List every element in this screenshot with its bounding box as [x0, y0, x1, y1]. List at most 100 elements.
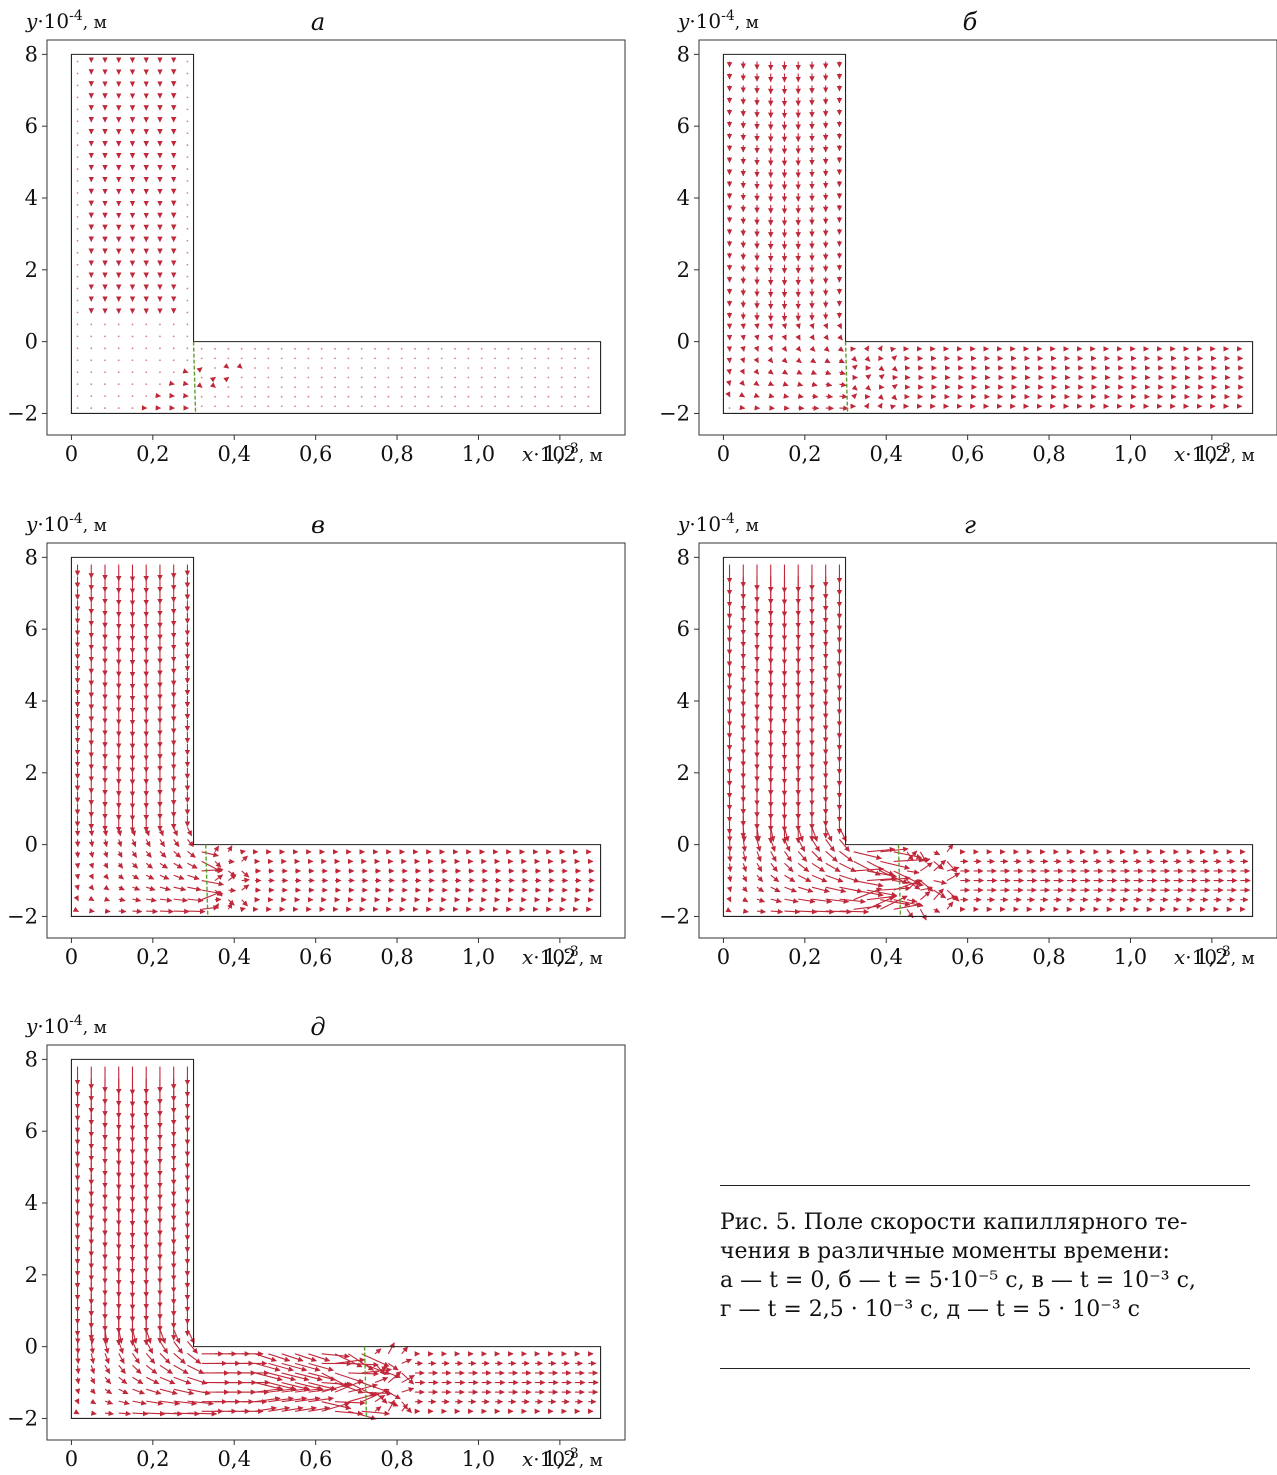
velocity-arrow	[784, 396, 788, 397]
velocity-arrow	[743, 851, 745, 861]
velocity-arrow	[743, 336, 744, 340]
y-tick-label: 8	[25, 545, 38, 569]
vector-dot	[347, 357, 349, 359]
velocity-arrow	[784, 324, 785, 328]
y-axis-label: y·10-4, м	[25, 511, 107, 536]
panel-label: а	[311, 8, 325, 36]
vector-dot	[187, 132, 189, 134]
velocity-arrow	[78, 1389, 79, 1394]
vector-dot	[281, 357, 283, 359]
vector-dot	[334, 377, 336, 379]
vector-dot	[467, 367, 469, 369]
vector-dot	[427, 396, 429, 398]
vector-dot	[227, 386, 229, 388]
velocity-arrow	[867, 375, 871, 378]
vector-dot	[414, 357, 416, 359]
caption-line-4: г — t = 2,5 · 10⁻³ с, д — t = 5 · 10⁻³ с	[720, 1295, 1250, 1324]
velocity-arrow	[867, 403, 869, 406]
plot-frame	[699, 40, 1277, 435]
vector-dot	[507, 357, 509, 359]
velocity-arrow	[119, 1389, 128, 1394]
x-tick-label: 0	[717, 945, 730, 969]
vector-dot	[534, 357, 536, 359]
velocity-arrow	[375, 1407, 381, 1412]
velocity-arrow	[105, 1413, 113, 1414]
vector-dot	[214, 396, 216, 398]
vector-dot	[534, 386, 536, 388]
velocity-arrow	[91, 911, 94, 912]
velocity-arrow	[757, 360, 758, 362]
vector-dot	[374, 357, 376, 359]
velocity-arrow	[160, 887, 170, 890]
vector-dot	[321, 377, 323, 379]
velocity-arrow	[771, 899, 782, 902]
vector-dot	[521, 348, 523, 350]
velocity-arrow	[784, 863, 793, 871]
x-tick-label: 0	[65, 1447, 78, 1471]
velocity-arrow	[771, 348, 773, 351]
velocity-arrow	[934, 860, 946, 871]
y-tick-label: 0	[677, 833, 690, 857]
velocity-arrow	[784, 336, 786, 340]
x-tick-label: 1,0	[462, 945, 495, 969]
velocity-arrow	[242, 908, 246, 909]
velocity-arrow	[282, 1373, 309, 1380]
panel-label: г	[964, 511, 976, 539]
vector-dot	[77, 324, 79, 326]
plot-frame	[47, 40, 625, 435]
caption-line-2: чения в различные моменты времени:	[720, 1237, 1250, 1266]
velocity-arrow	[880, 861, 909, 868]
velocity-arrow	[187, 1341, 197, 1353]
vector-dot	[441, 396, 443, 398]
velocity-arrow	[228, 871, 235, 877]
velocity-arrow	[78, 1365, 79, 1373]
velocity-arrow	[105, 899, 110, 901]
velocity-arrow	[854, 881, 883, 887]
vector-dot	[494, 367, 496, 369]
velocity-arrow	[295, 1373, 322, 1380]
velocity-arrow	[174, 1341, 183, 1353]
vector-dot	[145, 383, 147, 385]
velocity-arrow	[757, 875, 763, 881]
velocity-arrow	[119, 851, 122, 857]
vector-dot	[347, 396, 349, 398]
vector-dot	[281, 396, 283, 398]
vector-dot	[201, 405, 203, 407]
vector-dot	[132, 407, 134, 409]
velocity-arrow	[146, 887, 155, 890]
vector-dot	[401, 405, 403, 407]
vector-dot	[454, 396, 456, 398]
vector-dot	[414, 405, 416, 407]
velocity-arrow	[798, 372, 802, 374]
vector-dot	[77, 407, 79, 409]
y-tick-label: −2	[659, 904, 690, 928]
velocity-arrow	[160, 1329, 165, 1343]
velocity-arrow	[402, 1388, 414, 1392]
velocity-arrow	[839, 396, 847, 397]
vector-dot	[534, 405, 536, 407]
vector-dot	[77, 132, 79, 134]
velocity-arrow	[105, 1377, 111, 1383]
vector-dot	[467, 405, 469, 407]
vector-dot	[414, 396, 416, 398]
y-tick-label: 0	[25, 330, 38, 354]
vector-dot	[454, 367, 456, 369]
vector-dot	[159, 383, 161, 385]
velocity-arrow	[187, 839, 193, 846]
velocity-arrow	[798, 348, 801, 351]
y-tick-label: 4	[25, 689, 38, 713]
velocity-arrow	[105, 887, 109, 890]
velocity-arrow	[78, 1401, 79, 1404]
x-tick-label: 0,8	[1032, 945, 1065, 969]
vector-dot	[427, 367, 429, 369]
vector-dot	[547, 386, 549, 388]
interface-line	[206, 845, 208, 917]
velocity-arrow	[839, 336, 842, 340]
y-tick-label: 2	[25, 761, 38, 785]
velocity-arrow	[757, 911, 765, 912]
vector-dot	[494, 357, 496, 359]
vector-dot	[347, 367, 349, 369]
x-axis-label: x·10-3, м	[522, 441, 603, 466]
vector-dot	[574, 396, 576, 398]
